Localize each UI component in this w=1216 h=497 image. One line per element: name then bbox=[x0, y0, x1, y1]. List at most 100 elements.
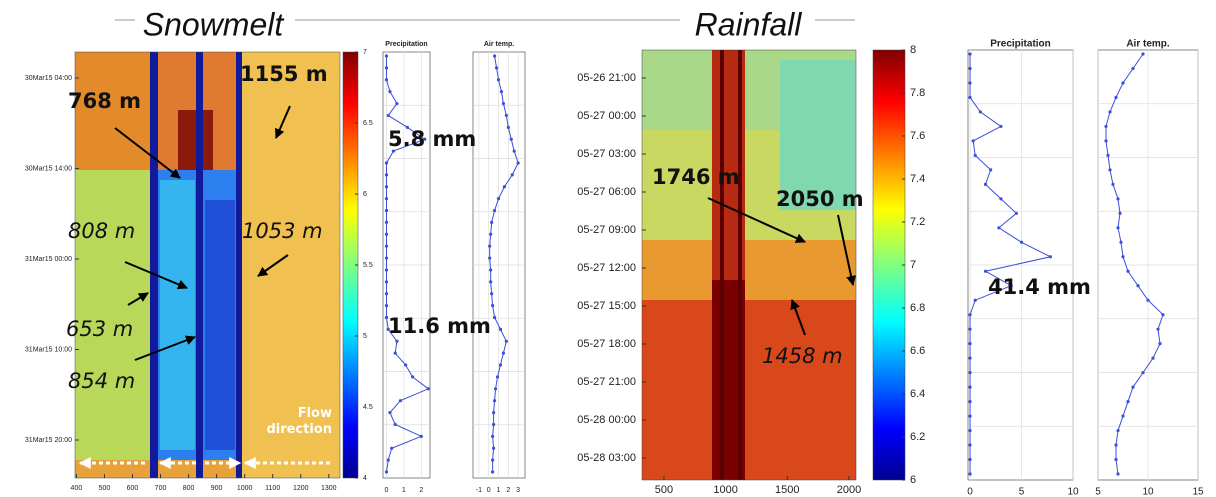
data-point bbox=[968, 356, 972, 360]
x-tick-label: 5 bbox=[1019, 487, 1025, 497]
y-tick-label: 05-27 12:00 bbox=[577, 262, 636, 274]
data-point bbox=[491, 470, 495, 474]
data-point bbox=[501, 351, 506, 355]
data-point bbox=[1114, 443, 1118, 447]
data-point bbox=[419, 434, 423, 438]
y-tick-label: 31Mar15 00:00 bbox=[25, 256, 72, 263]
heatmap-region bbox=[160, 180, 195, 450]
annotation: 653 m bbox=[66, 317, 133, 341]
data-point bbox=[968, 95, 972, 100]
arrow bbox=[257, 254, 289, 277]
data-point bbox=[1116, 428, 1120, 433]
x-tick-label: 2 bbox=[506, 487, 510, 494]
data-point bbox=[384, 78, 389, 82]
data-point bbox=[968, 443, 972, 447]
data-point bbox=[1118, 211, 1122, 215]
data-point bbox=[495, 375, 500, 379]
colorbar-tick-label: 6.8 bbox=[910, 302, 925, 314]
data-point bbox=[492, 54, 497, 58]
data-point bbox=[489, 280, 493, 284]
data-point bbox=[502, 185, 506, 189]
annotation: 1458 m bbox=[762, 344, 843, 368]
x-tick-label: 15 bbox=[1192, 487, 1204, 497]
data-point bbox=[1126, 399, 1130, 404]
annotation: 808 m bbox=[68, 219, 135, 243]
arrow bbox=[114, 127, 181, 179]
x-tick-label: 1 bbox=[402, 487, 406, 494]
data-point bbox=[1108, 110, 1112, 114]
heatmap-region bbox=[780, 60, 856, 210]
data-point bbox=[489, 268, 493, 272]
arrow bbox=[134, 335, 196, 361]
colorbar-tick-label: 7 bbox=[363, 49, 367, 56]
data-point bbox=[1116, 226, 1120, 230]
data-point bbox=[393, 351, 397, 355]
x-tick-label: 800 bbox=[183, 485, 195, 492]
data-point bbox=[423, 137, 427, 141]
data-point bbox=[398, 399, 403, 403]
data-point bbox=[384, 220, 389, 224]
data-point bbox=[492, 410, 496, 415]
data-point bbox=[968, 414, 972, 418]
data-point bbox=[384, 280, 389, 284]
colorbar-tick-label: 4 bbox=[363, 475, 367, 482]
data-point bbox=[1119, 240, 1123, 244]
data-point bbox=[968, 472, 972, 476]
colorbar-tick-label: 6.4 bbox=[910, 388, 925, 400]
data-point bbox=[1108, 168, 1112, 172]
data-point bbox=[489, 232, 493, 236]
data-point bbox=[968, 313, 972, 317]
data-point bbox=[1104, 139, 1108, 143]
colorbar bbox=[872, 49, 906, 481]
x-tick-label: 0 bbox=[385, 487, 389, 494]
x-tick-label: 1100 bbox=[265, 485, 280, 492]
annotation: 1053 m bbox=[242, 219, 323, 243]
heatmap-region bbox=[720, 50, 724, 480]
data-point bbox=[971, 139, 975, 143]
data-point bbox=[968, 342, 972, 346]
data-point bbox=[968, 81, 972, 85]
x-tick-label: 0 bbox=[967, 487, 973, 497]
x-tick-label: 600 bbox=[127, 485, 139, 492]
heatmap-region bbox=[75, 52, 150, 170]
chart-title: Air temp. bbox=[484, 41, 514, 48]
heatmap-region bbox=[642, 240, 856, 300]
data-point bbox=[492, 422, 496, 427]
data-point bbox=[488, 244, 492, 248]
x-tick-label: 5 bbox=[1095, 487, 1101, 497]
y-tick-label: 05-27 09:00 bbox=[577, 224, 636, 236]
chart-title: Precipitation bbox=[990, 39, 1051, 50]
data-point bbox=[404, 363, 408, 367]
data-point bbox=[388, 410, 392, 415]
colorbar-tick-label: 6.2 bbox=[910, 431, 925, 443]
data-point bbox=[1106, 153, 1110, 157]
data-line bbox=[969, 54, 1052, 474]
annotation: 854 m bbox=[68, 369, 135, 393]
data-point bbox=[395, 339, 399, 343]
data-point bbox=[1141, 371, 1145, 375]
x-tick-label: 10 bbox=[1067, 487, 1079, 497]
colorbar-tick-label: 7.8 bbox=[910, 87, 925, 99]
data-point bbox=[1151, 356, 1155, 360]
data-point bbox=[390, 446, 394, 450]
y-tick-label: 31Mar15 20:00 bbox=[25, 437, 72, 444]
y-tick-label: 05-27 21:00 bbox=[577, 376, 636, 388]
data-point bbox=[1104, 124, 1108, 129]
data-line bbox=[1105, 53, 1164, 475]
data-point bbox=[386, 327, 390, 331]
data-point bbox=[491, 434, 495, 438]
data-point bbox=[384, 244, 389, 248]
arrow bbox=[127, 292, 149, 306]
data-point bbox=[498, 327, 503, 331]
colorbar-tick-label: 5.5 bbox=[363, 262, 373, 269]
data-point bbox=[509, 137, 513, 141]
data-point bbox=[1146, 298, 1150, 302]
data-point bbox=[968, 66, 972, 71]
data-point bbox=[384, 208, 389, 213]
y-tick-label: 05-27 03:00 bbox=[577, 148, 636, 160]
chart-title: Snowmelt bbox=[143, 6, 285, 42]
arrow bbox=[707, 197, 806, 243]
data-point bbox=[512, 149, 516, 153]
